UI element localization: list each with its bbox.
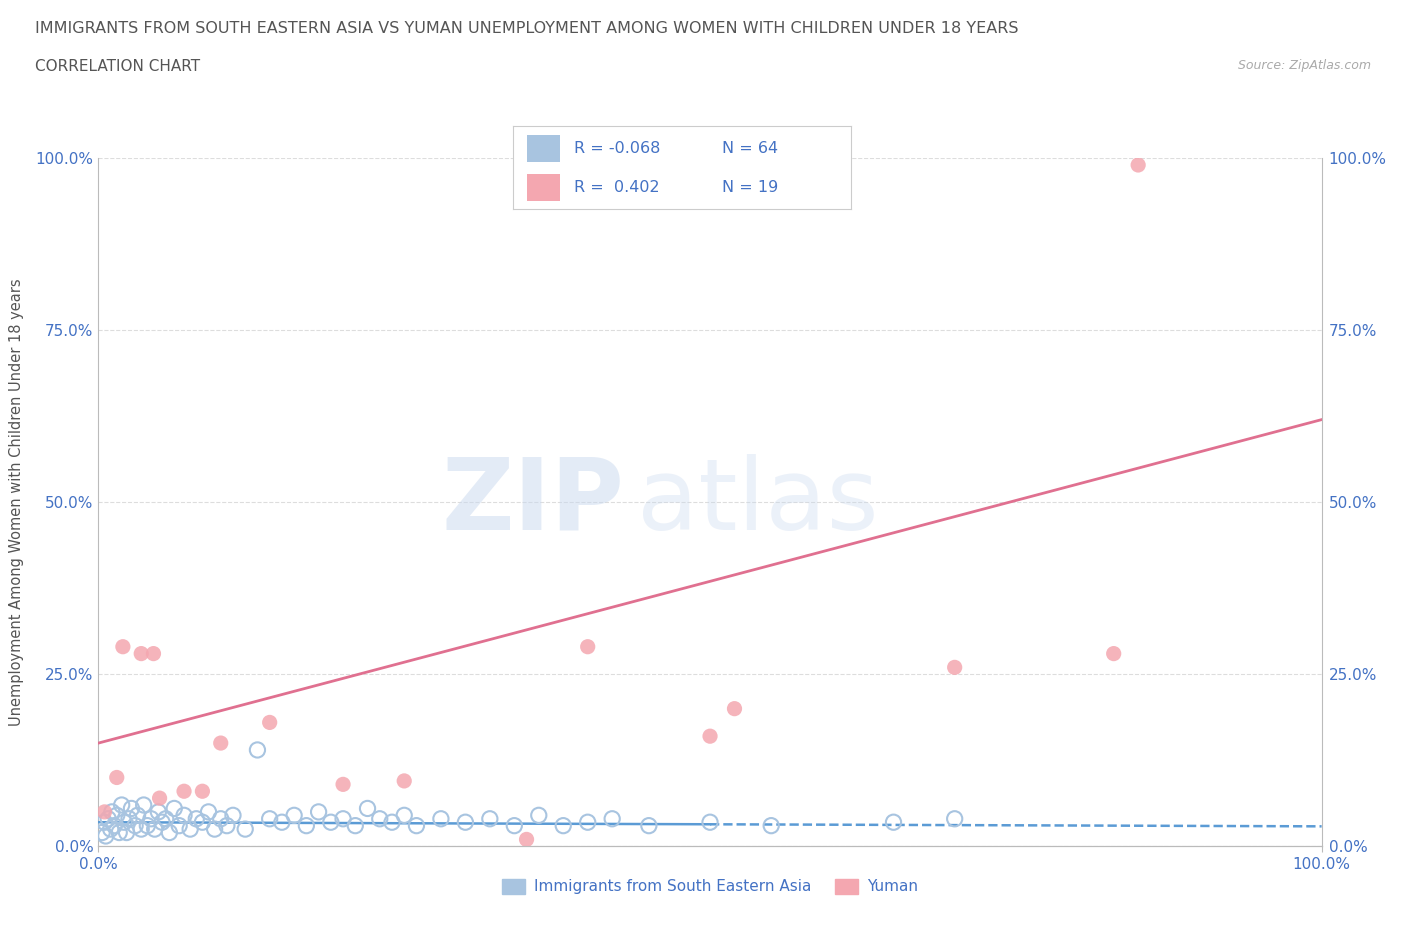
Point	[132, 798, 155, 813]
Point	[503, 818, 526, 833]
Point	[191, 784, 214, 799]
Point	[94, 829, 117, 844]
Point	[103, 818, 125, 833]
Point	[430, 811, 453, 826]
Text: atlas: atlas	[637, 454, 879, 551]
Point	[527, 808, 550, 823]
Text: N = 64: N = 64	[723, 140, 779, 155]
Text: N = 19: N = 19	[723, 180, 779, 195]
Point	[883, 815, 905, 830]
Point	[105, 808, 128, 823]
Point	[761, 818, 783, 833]
Point	[93, 804, 115, 819]
Point	[209, 736, 232, 751]
Point	[148, 804, 170, 819]
Point	[699, 729, 721, 744]
Point	[204, 822, 226, 837]
Point	[179, 822, 201, 837]
Point	[108, 825, 131, 840]
Point	[1102, 646, 1125, 661]
Point	[576, 815, 599, 830]
Point	[101, 804, 124, 819]
Point	[943, 660, 966, 675]
Point	[405, 818, 427, 833]
Point	[143, 822, 166, 837]
Point	[105, 770, 128, 785]
Text: R =  0.402: R = 0.402	[574, 180, 659, 195]
Text: IMMIGRANTS FROM SOUTH EASTERN ASIA VS YUMAN UNEMPLOYMENT AMONG WOMEN WITH CHILDR: IMMIGRANTS FROM SOUTH EASTERN ASIA VS YU…	[35, 21, 1019, 36]
Point	[576, 639, 599, 654]
Point	[209, 811, 232, 826]
Point	[392, 808, 416, 823]
Point	[118, 811, 141, 826]
Point	[150, 815, 173, 830]
Point	[381, 815, 404, 830]
Text: Source: ZipAtlas.com: Source: ZipAtlas.com	[1237, 59, 1371, 72]
Point	[155, 811, 177, 826]
Point	[943, 811, 966, 826]
Point	[1128, 157, 1150, 172]
Point	[638, 818, 661, 833]
Point	[100, 822, 122, 837]
Point	[111, 639, 134, 654]
Point	[167, 818, 190, 833]
Point	[259, 715, 281, 730]
Point	[124, 818, 146, 833]
Point	[392, 774, 416, 789]
Point	[163, 801, 186, 816]
Point	[553, 818, 575, 833]
Point	[136, 818, 159, 833]
Point	[332, 777, 354, 791]
Point	[129, 822, 152, 837]
Text: ZIP: ZIP	[441, 454, 624, 551]
Point	[111, 798, 134, 813]
Point	[186, 811, 208, 826]
Point	[270, 815, 294, 830]
Point	[149, 790, 172, 805]
Point	[356, 801, 378, 816]
Point	[600, 811, 623, 826]
Point	[454, 815, 477, 830]
Point	[129, 646, 152, 661]
Point	[127, 808, 149, 823]
Bar	[527, 174, 561, 201]
Point	[478, 811, 501, 826]
Point	[120, 801, 142, 816]
Point	[112, 815, 135, 830]
Point	[157, 825, 180, 840]
Point	[259, 811, 281, 826]
Text: R = -0.068: R = -0.068	[574, 140, 661, 155]
Point	[368, 811, 391, 826]
Point	[142, 646, 165, 661]
Point	[97, 811, 120, 826]
Point	[173, 808, 195, 823]
Point	[699, 815, 721, 830]
Point	[191, 815, 214, 830]
Point	[173, 784, 195, 799]
Point	[93, 815, 115, 830]
Point	[139, 811, 162, 826]
Point	[516, 832, 538, 847]
Bar	[527, 135, 561, 162]
Point	[233, 822, 256, 837]
Text: CORRELATION CHART: CORRELATION CHART	[35, 59, 200, 73]
Point	[197, 804, 219, 819]
Point	[295, 818, 318, 833]
Point	[283, 808, 305, 823]
Point	[215, 818, 238, 833]
Point	[332, 811, 354, 826]
Point	[222, 808, 245, 823]
Point	[91, 825, 114, 840]
Point	[723, 701, 745, 716]
Point	[319, 815, 342, 830]
Point	[308, 804, 330, 819]
Y-axis label: Unemployment Among Women with Children Under 18 years: Unemployment Among Women with Children U…	[10, 278, 24, 726]
Point	[246, 742, 269, 757]
Legend: Immigrants from South Eastern Asia, Yuman: Immigrants from South Eastern Asia, Yuma…	[496, 872, 924, 900]
Point	[115, 825, 138, 840]
Point	[344, 818, 367, 833]
